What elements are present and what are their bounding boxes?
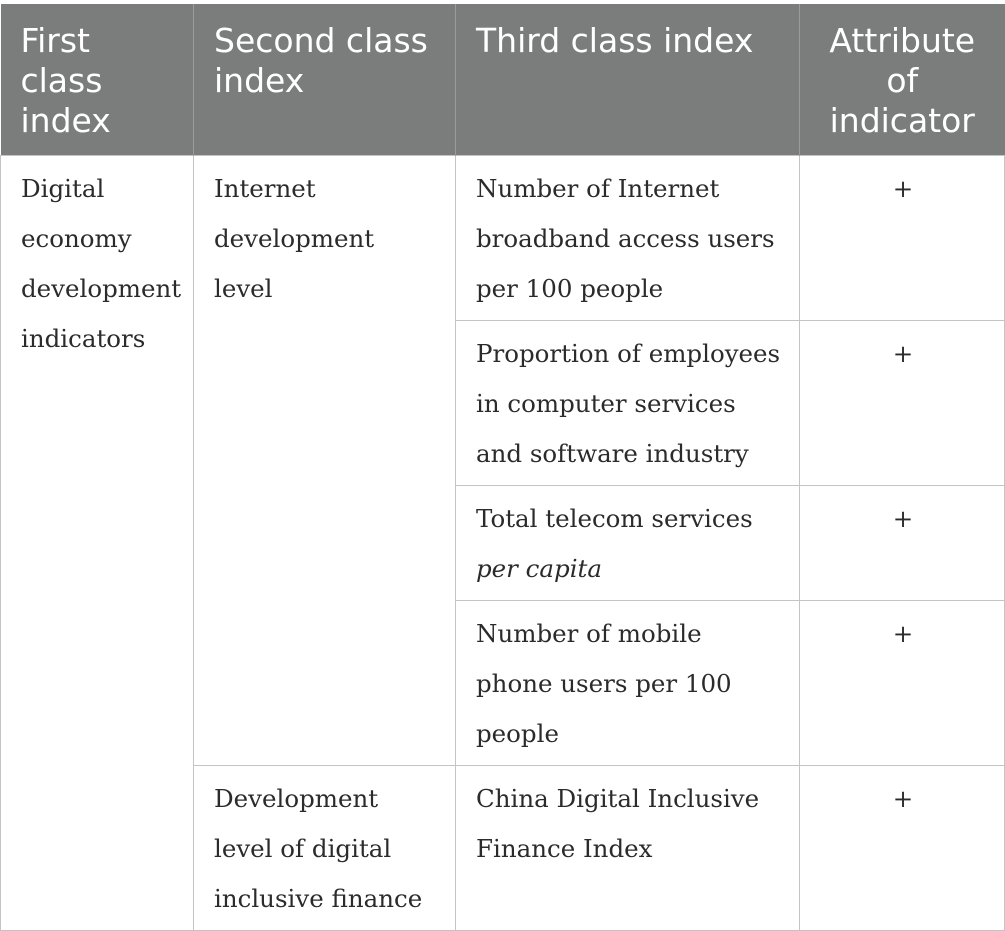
second-class-cell-finance: Development level of digital inclusive f… (193, 765, 456, 931)
third-class-cell: China Digital Inclusive Finance Index (455, 765, 800, 931)
third-class-cell: Total telecom services per capita (455, 485, 800, 601)
third-class-text: Total telecom services (476, 504, 753, 533)
table-body: Digital economy development indicators I… (0, 155, 1005, 931)
table-row: Digital economy development indicators I… (0, 155, 1005, 931)
attribute-cell: + (799, 765, 1005, 931)
third-class-cell: Number of mobile phone users per 100 peo… (455, 600, 800, 766)
attribute-cell: + (799, 600, 1005, 766)
header-third-class-index: Third class index (455, 4, 800, 156)
indicator-table: First class index Second class index Thi… (0, 4, 1005, 931)
attribute-cell: + (799, 320, 1005, 486)
header-attribute-of-indicator: Attribute of indicator (799, 4, 1005, 156)
header-first-class-index: First class index (0, 4, 194, 156)
third-class-cell: Number of Internet broadband access user… (455, 155, 800, 321)
header-second-class-index: Second class index (193, 4, 456, 156)
header-row: First class index Second class index Thi… (0, 4, 1005, 156)
table-row: Total telecom services per capita + (1, 485, 1005, 601)
second-class-cell-internet: Internet development level (193, 155, 456, 766)
third-class-italic-text: per capita (476, 554, 602, 583)
first-class-cell: Digital economy development indicators (0, 155, 194, 931)
table-header: First class index Second class index Thi… (0, 4, 1005, 156)
attribute-cell: + (799, 155, 1005, 321)
table-row: Proportion of employees in computer serv… (1, 320, 1005, 486)
third-class-cell: Proportion of employees in computer serv… (455, 320, 800, 486)
table-row: Number of mobile phone users per 100 peo… (1, 600, 1005, 766)
attribute-cell: + (799, 485, 1005, 601)
